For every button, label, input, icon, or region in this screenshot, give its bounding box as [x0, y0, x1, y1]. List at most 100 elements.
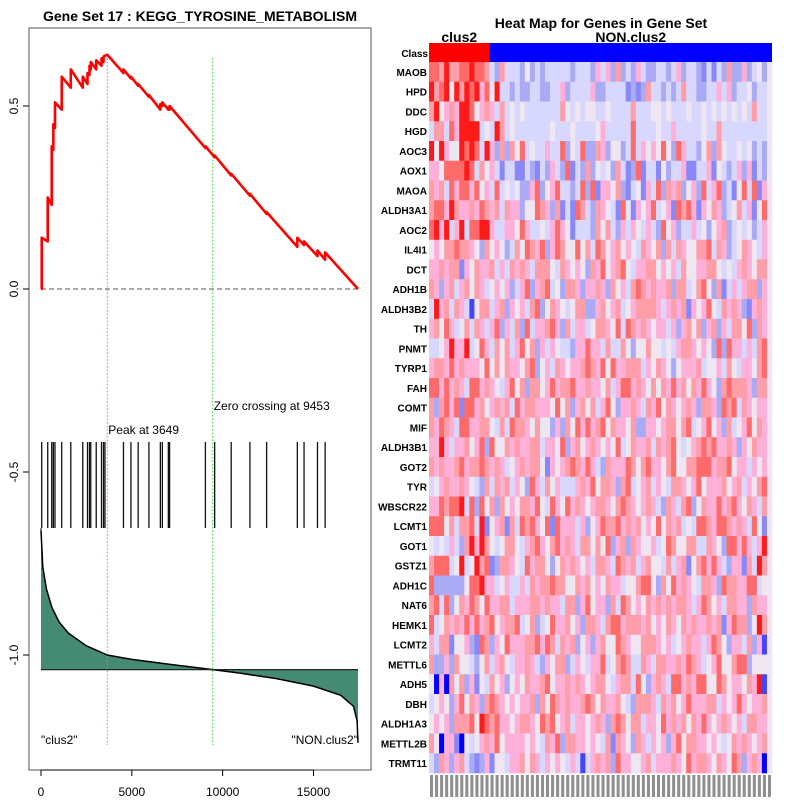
heatmap-cell [575, 358, 581, 379]
heatmap-cell [635, 121, 642, 142]
heatmap-cell [615, 299, 621, 320]
heatmap-cell [439, 62, 445, 83]
heatmap-cell [681, 654, 687, 675]
heatmap-cell [550, 694, 556, 715]
heatmap-cell [696, 121, 702, 142]
heatmap-cell [756, 437, 763, 458]
heatmap-cell [529, 694, 536, 715]
heatmap-cell [741, 713, 748, 734]
heatmap-cell [545, 694, 551, 715]
heatmap-cell [711, 358, 717, 379]
heatmap-cell [756, 496, 763, 517]
heatmap-cell [746, 476, 753, 497]
sample-label [445, 775, 449, 797]
heatmap-cell [655, 476, 662, 497]
heatmap-cell [620, 101, 627, 122]
heatmap-cell [676, 595, 682, 616]
heatmap-cell [459, 397, 465, 418]
heatmap-cell [701, 318, 707, 339]
heatmap-cell [504, 694, 510, 715]
heatmap-cell [434, 733, 440, 754]
heatmap-cell [484, 180, 490, 201]
heatmap-cell [756, 417, 763, 438]
heatmap-cell [499, 62, 505, 83]
heatmap-cell [454, 694, 460, 715]
heatmap-cell [499, 101, 505, 122]
heatmap-cell [550, 753, 556, 774]
heatmap-cell [756, 575, 763, 596]
heatmap-cell [736, 674, 743, 695]
heatmap-cell [610, 733, 616, 754]
heatmap-cell [600, 318, 606, 339]
heatmap-cell [716, 476, 722, 497]
heatmap-cell [514, 733, 521, 754]
heatmap-cell [625, 516, 632, 537]
heatmap-cell [605, 595, 611, 616]
heatmap-cell [676, 476, 682, 497]
heatmap-cell [489, 654, 495, 675]
heatmap-cell [696, 733, 702, 754]
heatmap-cell [509, 457, 516, 478]
heatmap-cell [534, 694, 541, 715]
heatmap-cell [585, 496, 591, 517]
heatmap-cell [691, 496, 697, 517]
heatmap-cell [696, 713, 702, 734]
heatmap-cell [605, 81, 611, 102]
heatmap-cell [560, 634, 566, 655]
heatmap-cell [585, 536, 591, 557]
heatmap-cell [484, 141, 490, 162]
heatmap-cell [459, 318, 465, 339]
heatmap-cell [751, 753, 758, 774]
heatmap-cell [661, 220, 667, 241]
heatmap-cell [650, 634, 657, 655]
heatmap-cell [625, 575, 632, 596]
heatmap-cell [444, 536, 450, 557]
heatmap-cell [534, 121, 541, 142]
heatmap-cell [635, 358, 642, 379]
heatmap-cell [640, 615, 647, 636]
heatmap-cell [696, 81, 702, 102]
heatmap-cell [489, 575, 495, 596]
heatmap-cell [630, 318, 637, 339]
heatmap-cell [509, 220, 516, 241]
heatmap-cell [620, 575, 627, 596]
heatmap-cell [671, 713, 677, 734]
heatmap-cell [444, 358, 450, 379]
heatmap-cell [595, 200, 601, 221]
heatmap-cell [721, 62, 727, 83]
heatmap-cell [524, 674, 531, 695]
heatmap-cell [615, 595, 621, 616]
heatmap-cell [741, 496, 748, 517]
heatmap-cell [711, 417, 717, 438]
heatmap-cell [534, 457, 541, 478]
heatmap-cell [509, 358, 516, 379]
heatmap-cell [519, 299, 526, 320]
heatmap-cell [635, 239, 642, 260]
heatmap-cell [630, 121, 637, 142]
heatmap-cell [721, 318, 727, 339]
heatmap-cell [434, 239, 440, 260]
heatmap-cell [625, 358, 632, 379]
heatmap-cell [630, 575, 637, 596]
heatmap-cell [630, 239, 637, 260]
heatmap-cell [671, 397, 677, 418]
heatmap-cell [565, 654, 571, 675]
heatmap-cell [499, 595, 505, 616]
heatmap-cell [746, 634, 753, 655]
heatmap-cell [580, 674, 586, 695]
heatmap-cell [539, 457, 546, 478]
heatmap-cell [524, 457, 531, 478]
heatmap-cell [489, 595, 495, 616]
heatmap-cell [539, 476, 546, 497]
heatmap-cell [454, 220, 460, 241]
heatmap-cell [701, 654, 707, 675]
heatmap-cell [469, 595, 475, 616]
heatmap-cell [741, 536, 748, 557]
heatmap-cell [650, 733, 657, 754]
heatmap-cell [666, 318, 672, 339]
heatmap-cell [600, 220, 606, 241]
heatmap-cell [731, 200, 737, 221]
heatmap-cell [761, 694, 768, 715]
heatmap-cell [484, 457, 490, 478]
sample-label [737, 775, 741, 797]
